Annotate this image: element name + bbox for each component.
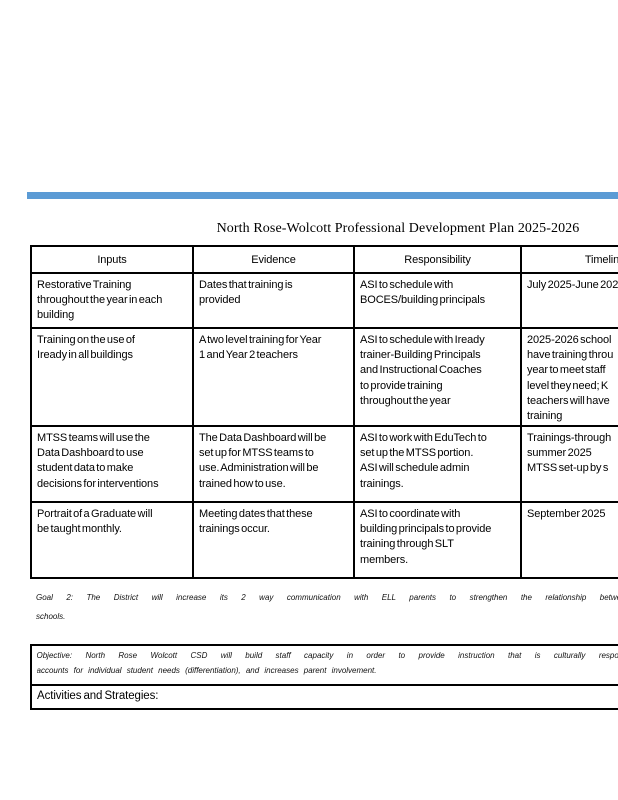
column-header-inputs: Inputs: [30, 245, 194, 274]
table-row: Portrait of a Graduate will be taught mo…: [30, 501, 618, 579]
cell-responsibility: ASI to work with EduTech to set up the M…: [353, 425, 522, 503]
objective-line-2: accounts for individual student needs (d…: [36, 666, 377, 675]
cell-evidence: A two level training for Year 1 and Year…: [192, 327, 355, 427]
table-row: MTSS teams will use the Data Dashboard t…: [30, 425, 618, 503]
cell-timeline: September 2025: [520, 501, 618, 579]
table-header-row: Inputs Evidence Responsibility Timeline: [30, 245, 618, 274]
column-header-responsibility: Responsibility: [353, 245, 522, 274]
objective-line-1: Objective: North Rose Wolcott CSD will b…: [36, 651, 618, 660]
goal-line-2: schools.: [36, 612, 66, 621]
table-row: Restorative Training throughout the year…: [30, 272, 618, 329]
cell-timeline: July 2025-June 2026: [520, 272, 618, 329]
goal-line-1: Goal 2: The District will increase its 2…: [36, 593, 618, 602]
table-row: Training on the use of Iready in all bui…: [30, 327, 618, 427]
page-title: North Rose-Wolcott Professional Developm…: [216, 221, 580, 236]
cell-evidence: The Data Dashboard will be set up for MT…: [192, 425, 355, 503]
column-header-evidence: Evidence: [192, 245, 355, 274]
objective-row: Objective: North Rose Wolcott CSD will b…: [30, 644, 618, 686]
cell-inputs: Restorative Training throughout the year…: [30, 272, 194, 329]
goal-paragraph: Goal 2: The District will increase its 2…: [36, 592, 618, 622]
cell-responsibility: ASI to schedule with BOCES/building prin…: [353, 272, 522, 329]
cell-timeline: 2025-2026 school have training throu yea…: [520, 327, 618, 427]
cell-inputs: MTSS teams will use the Data Dashboard t…: [30, 425, 194, 503]
cell-responsibility: ASI to coordinate with building principa…: [353, 501, 522, 579]
cell-responsibility: ASI to schedule with Iready trainer-Buil…: [353, 327, 522, 427]
cell-timeline: Trainings-through summer 2025 MTSS set-u…: [520, 425, 618, 503]
column-header-timeline: Timeline: [520, 245, 618, 274]
cell-evidence: Dates that training is provided: [192, 272, 355, 329]
accent-divider: [27, 192, 618, 199]
cell-evidence: Meeting dates that these trainings occur…: [192, 501, 355, 579]
cell-inputs: Portrait of a Graduate will be taught mo…: [30, 501, 194, 579]
activities-row: Activities and Strategies:: [30, 684, 618, 710]
cell-inputs: Training on the use of Iready in all bui…: [30, 327, 194, 427]
objective-table: Objective: North Rose Wolcott CSD will b…: [30, 644, 618, 710]
activities-label: Activities and Strategies:: [30, 684, 618, 710]
objective-cell: Objective: North Rose Wolcott CSD will b…: [30, 644, 618, 686]
pd-plan-table: Inputs Evidence Responsibility Timeline …: [30, 245, 618, 579]
